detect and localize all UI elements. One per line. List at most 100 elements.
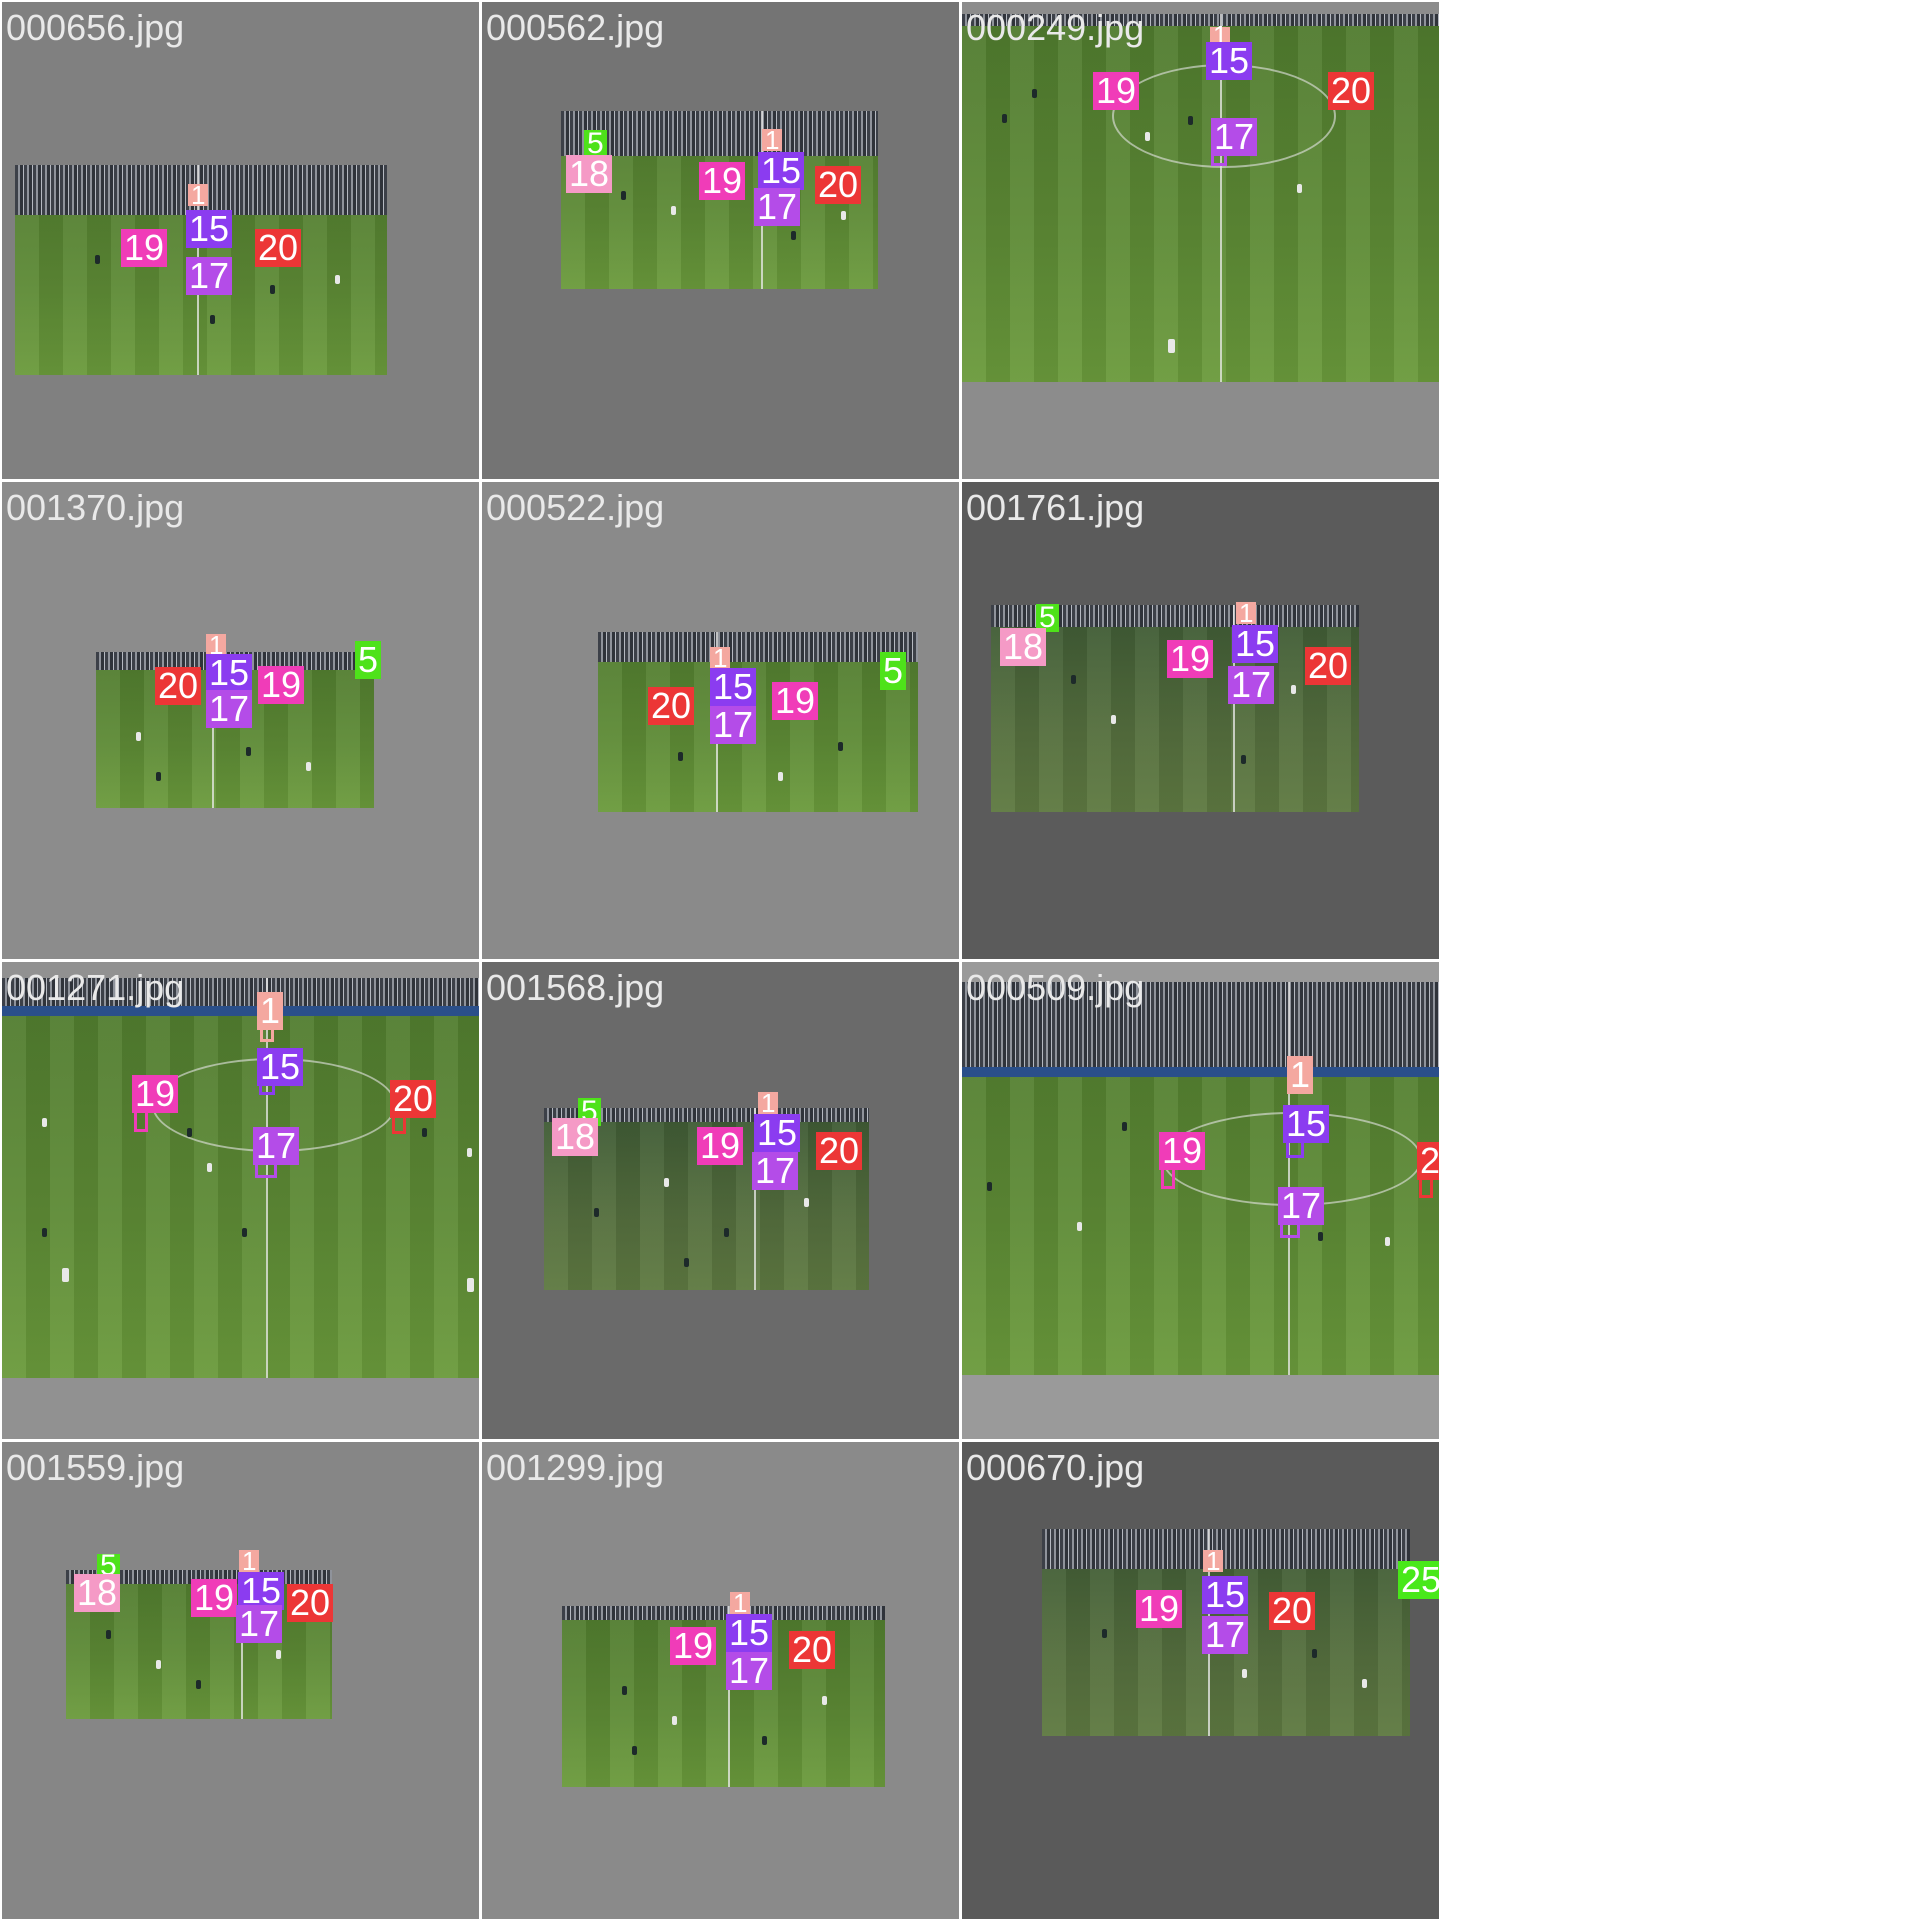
- track-id-badge: 5: [880, 652, 907, 690]
- stand: [991, 605, 1359, 627]
- player: [1032, 89, 1037, 98]
- track-id-badge: 20: [155, 667, 202, 705]
- player: [762, 1736, 767, 1745]
- track-id-badge: 5: [355, 641, 382, 679]
- track-id-badge: 17: [1228, 666, 1275, 704]
- player: [1362, 1679, 1367, 1688]
- track-id-badge: 20: [1269, 1592, 1316, 1630]
- player: [822, 1696, 827, 1705]
- player: [136, 732, 141, 741]
- track-id-badge: 5: [97, 1551, 120, 1581]
- player: [306, 762, 311, 771]
- track-id-badge: 17: [1278, 1187, 1325, 1225]
- pitch-frame: [598, 632, 918, 812]
- tile-filename-label: 000509.jpg: [966, 967, 1145, 1008]
- player: [594, 1208, 599, 1217]
- player: [246, 747, 251, 756]
- center-line: [212, 652, 214, 808]
- player: [684, 1258, 689, 1267]
- center-line: [266, 978, 268, 1378]
- stand: [2, 978, 479, 1006]
- track-id-badge: 20: [815, 166, 862, 204]
- image-tile[interactable]: 1 15 19 20 17 000656.jpg: [2, 2, 479, 479]
- track-id-badge: 1: [762, 127, 783, 153]
- track-id-badge: 18: [74, 1574, 121, 1612]
- player: [778, 772, 783, 781]
- track-id-badge: 19: [132, 1075, 179, 1113]
- player: [671, 206, 676, 215]
- track-id-badge: 20: [1305, 647, 1352, 685]
- image-tile[interactable]: 5 18 1 15 19 20 17 000562.jpg: [482, 2, 959, 479]
- tile-filename-label: 000522.jpg: [486, 487, 665, 528]
- image-tile[interactable]: 1 25 15 19 20 17 000670.jpg: [962, 1442, 1439, 1919]
- pitch-frame: [561, 111, 878, 289]
- track-id-badge: 15: [710, 668, 757, 706]
- image-tile[interactable]: 5 18 1 15 19 20 17 001761.jpg: [962, 482, 1439, 959]
- tile-filename-label: 001761.jpg: [966, 487, 1145, 528]
- pitch-frame: [991, 605, 1359, 812]
- player: [672, 1716, 677, 1725]
- player: [724, 1228, 729, 1237]
- player: [987, 1182, 992, 1191]
- track-id-badge: 18: [552, 1118, 599, 1156]
- image-tile[interactable]: 5 18 1 15 19 20 17 001559.jpg: [2, 1442, 479, 1919]
- track-id-badge: 19: [258, 666, 305, 704]
- player: [678, 752, 683, 761]
- ad-board: [2, 1006, 479, 1016]
- player: [1077, 1222, 1082, 1231]
- pitch-frame: [962, 982, 1439, 1375]
- player: [156, 1660, 161, 1669]
- track-id-badge: 18: [566, 155, 613, 193]
- player: [1071, 675, 1076, 684]
- track-id-badge: 19: [772, 682, 819, 720]
- player: [622, 1686, 627, 1695]
- tile-filename-label: 001559.jpg: [6, 1447, 185, 1488]
- player: [1122, 1122, 1127, 1131]
- track-id-badge: 15: [257, 1048, 304, 1086]
- track-id-badge: 17: [726, 1652, 773, 1690]
- player: [42, 1118, 47, 1127]
- player: [196, 1680, 201, 1689]
- image-tile[interactable]: 5 18 1 15 19 20 17 001568.jpg: [482, 962, 959, 1439]
- image-tile[interactable]: 1 15 19 20 17 001271.jpg: [2, 962, 479, 1439]
- track-id-badge: 1: [1203, 1548, 1224, 1574]
- player: [1241, 755, 1246, 764]
- player: [270, 285, 275, 294]
- player: [187, 1128, 192, 1137]
- tile-filename-label: 000670.jpg: [966, 1447, 1145, 1488]
- track-id-badge: 20: [390, 1080, 437, 1118]
- player: [1188, 116, 1193, 125]
- tile-filename-label: 001568.jpg: [486, 967, 665, 1008]
- track-id-badge: 19: [670, 1627, 717, 1665]
- image-tile[interactable]: 1 15 19 20 17 001299.jpg: [482, 1442, 959, 1919]
- player: [1318, 1232, 1323, 1241]
- track-id-badge: 15: [726, 1614, 773, 1652]
- center-line: [1220, 14, 1222, 382]
- player: [242, 1228, 247, 1237]
- image-tile[interactable]: 1 15 19 20 17 000249.jpg: [962, 2, 1439, 479]
- track-id-badge: 19: [1167, 640, 1214, 678]
- track-id-badge: 20: [287, 1584, 334, 1622]
- track-id-badge: 19: [699, 162, 746, 200]
- tile-filename-label: 001299.jpg: [486, 1447, 665, 1488]
- track-id-badge: 17: [206, 690, 253, 728]
- tile-filename-label: 000656.jpg: [6, 7, 185, 48]
- track-id-badge: 17: [710, 706, 757, 744]
- track-id-badge: 1: [1287, 1056, 1314, 1094]
- track-id-badge: 1: [758, 1090, 779, 1116]
- image-tile[interactable]: 1 5 15 19 20 17 000522.jpg: [482, 482, 959, 959]
- track-id-badge: 15: [754, 1114, 801, 1152]
- player: [156, 772, 161, 781]
- track-id-badge: 18: [1000, 628, 1047, 666]
- track-id-badge: 15: [758, 152, 805, 190]
- track-id-badge: 5: [1036, 603, 1059, 633]
- player: [791, 231, 796, 240]
- track-id-badge: 19: [191, 1579, 238, 1617]
- track-id-badge: 19: [1093, 72, 1140, 110]
- player: [1145, 132, 1150, 141]
- image-tile[interactable]: 1 15 19 20 17 000509.jpg: [962, 962, 1439, 1439]
- stand: [561, 111, 878, 156]
- player: [210, 315, 215, 324]
- image-tile[interactable]: 1 5 20 15 19 17 001370.jpg: [2, 482, 479, 959]
- player: [1297, 184, 1302, 193]
